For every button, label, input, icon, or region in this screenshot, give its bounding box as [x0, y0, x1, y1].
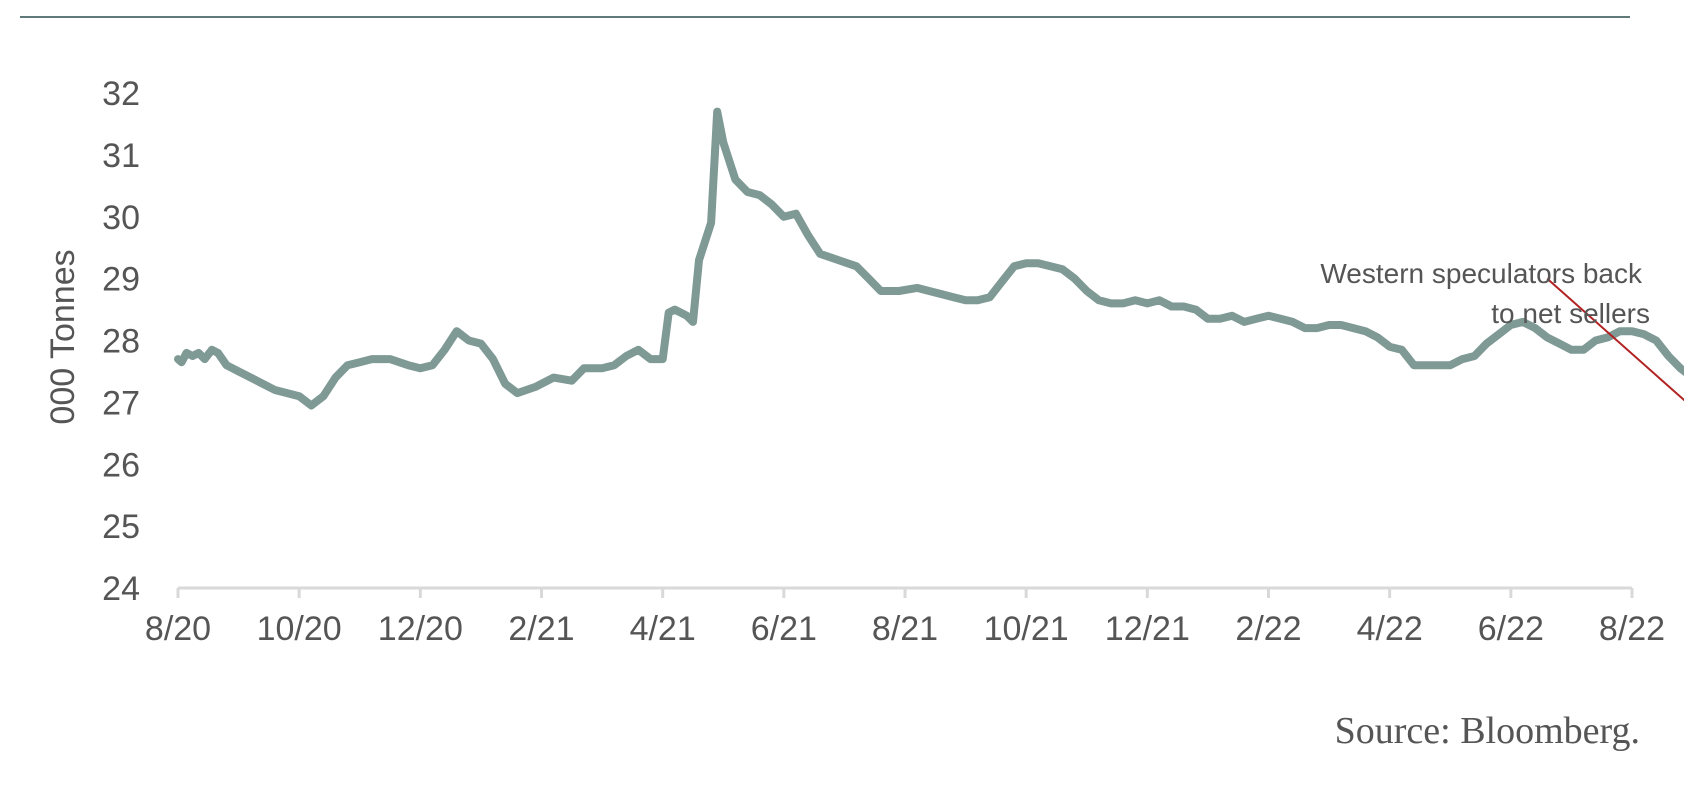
y-tick-label: 24	[102, 570, 140, 608]
y-tick-label: 31	[102, 137, 140, 175]
y-tick-label: 29	[102, 261, 140, 299]
x-tick-label: 8/22	[1599, 610, 1665, 648]
annotation-line-1: Western speculators back	[1320, 258, 1643, 289]
y-axis-title: 000 Tonnes	[44, 249, 82, 424]
y-tick-label: 30	[102, 199, 140, 237]
y-tick-label: 25	[102, 508, 140, 546]
plot-area: 8/20 10/20 12/20 2/21 4/21 6/21 8/21 10/21 12/21…	[102, 75, 1684, 648]
x-tick-label: 10/21	[984, 610, 1069, 648]
x-tick-label: 6/21	[751, 610, 817, 648]
source-note: Source: Bloomberg.	[1335, 710, 1640, 752]
y-tick-label: 32	[102, 75, 140, 113]
x-tick-label: 8/21	[872, 610, 938, 648]
x-tick-label: 8/20	[145, 610, 211, 648]
x-tick-label: 10/20	[257, 610, 342, 648]
y-tick-label: 26	[102, 446, 140, 484]
series-line	[174, 107, 1684, 410]
y-tick-label: 27	[102, 384, 140, 422]
x-tick-label: 12/20	[378, 610, 463, 648]
x-tick-label: 4/21	[630, 610, 696, 648]
annotation-line-2: to net sellers	[1491, 298, 1650, 329]
x-tick-label: 4/22	[1357, 610, 1423, 648]
trend-line	[1546, 277, 1684, 402]
x-tick-label: 6/22	[1478, 610, 1544, 648]
y-tick-label: 28	[102, 323, 140, 361]
x-tick-label: 12/21	[1105, 610, 1190, 648]
x-tick-label: 2/21	[508, 610, 574, 648]
x-tick-label: 2/22	[1235, 610, 1301, 648]
